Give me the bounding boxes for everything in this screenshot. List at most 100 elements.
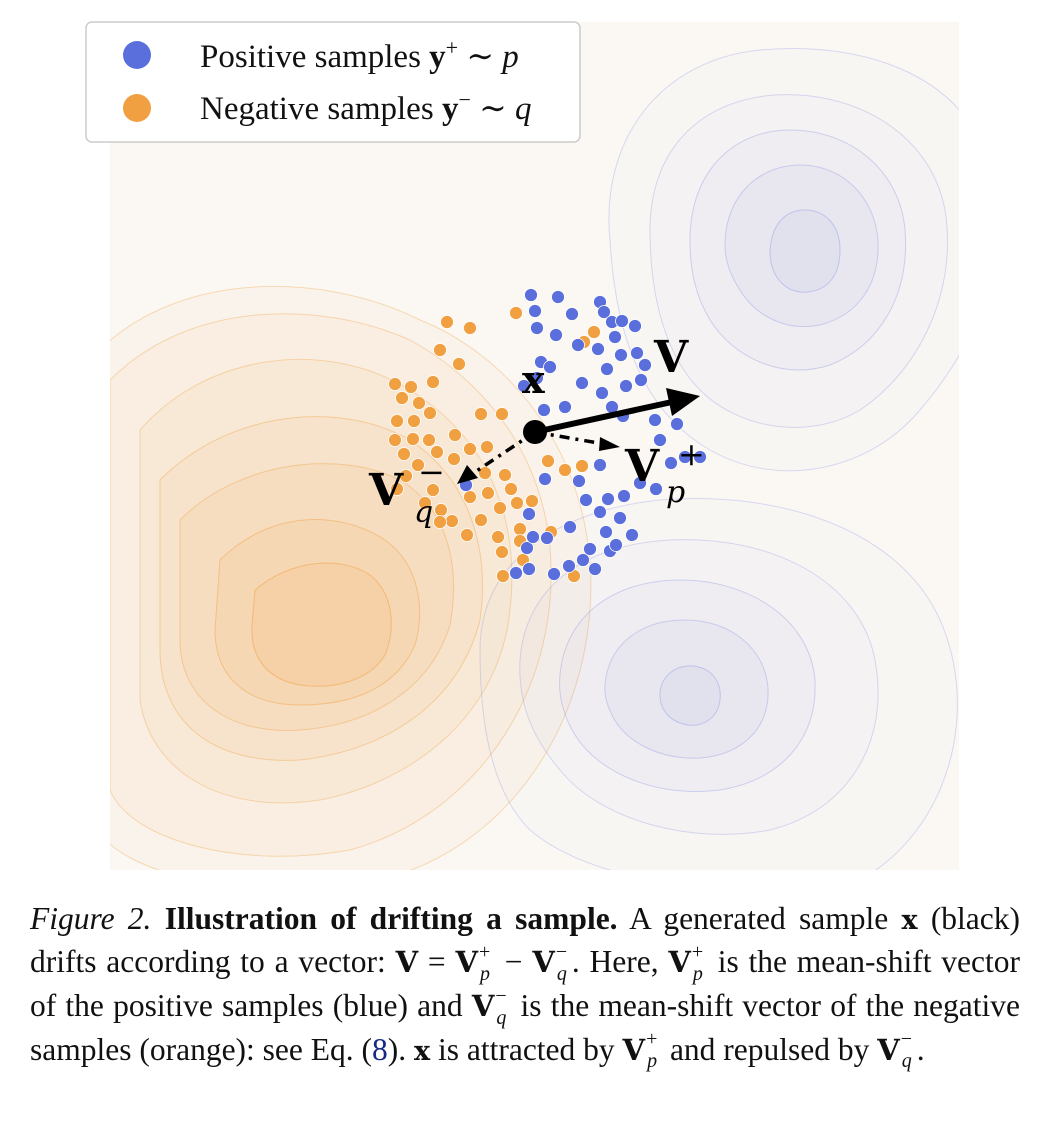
negative-sample-point xyxy=(399,469,413,483)
positive-sample-point xyxy=(693,450,707,464)
positive-sample-point xyxy=(538,472,552,486)
negative-sample-point xyxy=(426,375,440,389)
label-vp-sub: p xyxy=(666,475,685,510)
negative-sample-point xyxy=(463,321,477,335)
positive-sample-point xyxy=(599,525,613,539)
positive-sample-point xyxy=(648,413,662,427)
positive-sample-point xyxy=(613,511,627,525)
generated-sample-x xyxy=(523,420,547,444)
negative-sample-point xyxy=(390,414,404,428)
positive-sample-point xyxy=(520,541,534,555)
positive-sample-point xyxy=(551,290,565,304)
negative-sample-point xyxy=(474,513,488,527)
caption-text-8: and repulsed by xyxy=(669,1031,870,1067)
label-v: V xyxy=(653,332,689,383)
label-vq-sub: q xyxy=(414,495,433,530)
positive-sample-point xyxy=(593,505,607,519)
figure-caption: Figure 2. Illustration of drifting a sam… xyxy=(30,898,1020,1072)
drift-vectors xyxy=(457,388,700,484)
positive-sample-point xyxy=(614,348,628,362)
negative-sample-point xyxy=(478,466,492,480)
negative-sample-point xyxy=(498,468,512,482)
negative-sample-point xyxy=(404,380,418,394)
vector-vp-arrowhead xyxy=(599,437,620,451)
negative-sample-point xyxy=(481,486,495,500)
label-x: x xyxy=(522,357,545,402)
negative-sample-point xyxy=(388,433,402,447)
caption-text-2: (black) drifts according to a vector: xyxy=(30,901,1021,979)
negative-sample-point xyxy=(452,357,466,371)
negative-sample-point xyxy=(495,407,509,421)
positive-sample-point xyxy=(638,358,652,372)
positive-sample-point xyxy=(517,379,531,393)
positive-sample-point xyxy=(563,520,577,534)
legend: Positive samples y+ ∼ p Negative samples… xyxy=(85,21,581,143)
positive-sample-point xyxy=(530,371,544,385)
legend-label-positive: Positive samples y+ ∼ p xyxy=(200,35,519,75)
positive-sample-point xyxy=(608,330,622,344)
positive-sample-point xyxy=(653,433,667,447)
positive-sample-point xyxy=(628,319,642,333)
legend-marker-negative xyxy=(123,94,151,122)
positive-sample-point xyxy=(522,507,536,521)
positive-sample-point xyxy=(530,321,544,335)
negative-sample-point xyxy=(541,454,555,468)
math-vq-2: V − q xyxy=(877,1028,913,1073)
equation-link[interactable]: 8 xyxy=(372,1031,388,1067)
caption-text-5: is the mean-shift vector of the negative… xyxy=(30,987,1021,1067)
negative-sample-point xyxy=(496,569,510,583)
negative-sample-point xyxy=(406,432,420,446)
negative-sample-point xyxy=(395,391,409,405)
positive-sample-point xyxy=(565,307,579,321)
negative-sample-point xyxy=(448,428,462,442)
negative-sample-point xyxy=(509,306,523,320)
caption-text-3: . Here, xyxy=(571,944,659,979)
negative-samples xyxy=(388,306,601,583)
positive-sample-point xyxy=(526,530,540,544)
negative-sample-point xyxy=(434,503,448,517)
positive-sample-point xyxy=(593,458,607,472)
negative-sample-point xyxy=(411,458,425,472)
math-vp-2: V + p xyxy=(622,1028,658,1073)
negative-sample-point xyxy=(426,483,440,497)
positive-sample-point xyxy=(617,489,631,503)
vector-labels: x V V + p V − q xyxy=(368,332,705,530)
positive-sample-point xyxy=(571,338,585,352)
positive-sample-point xyxy=(575,376,589,390)
positive-sample-point xyxy=(595,386,609,400)
negative-sample-point xyxy=(525,494,539,508)
positive-sample-point xyxy=(633,476,647,490)
negative-sample-point xyxy=(493,501,507,515)
figure: x V V + p V − q Positive samples y+ ∼ p … xyxy=(85,21,959,870)
negative-sample-point xyxy=(463,490,477,504)
label-vp: V xyxy=(624,441,660,492)
positive-sample-point xyxy=(678,450,692,464)
caption-text-4: is the mean-shift vector of the positive… xyxy=(30,944,1021,1023)
negative-sample-point xyxy=(430,445,444,459)
math-x: x xyxy=(901,905,918,936)
positive-sample-point xyxy=(576,553,590,567)
negative-sample-point xyxy=(474,407,488,421)
negative-sample-point xyxy=(418,496,432,510)
positive-sample-point xyxy=(572,474,586,488)
positive-sample-point xyxy=(558,400,572,414)
positive-sample-point xyxy=(619,379,633,393)
positive-density-contours-upper xyxy=(608,48,959,472)
negative-sample-point xyxy=(510,496,524,510)
math-vq: V − q xyxy=(471,984,507,1029)
caption-text-9: . xyxy=(916,1031,925,1067)
positive-sample-point xyxy=(509,566,523,580)
math-equation: V = V + p − V − q xyxy=(395,940,568,985)
positive-sample-point xyxy=(547,567,561,581)
positive-sample-point xyxy=(601,492,615,506)
positive-sample-point xyxy=(615,314,629,328)
positive-sample-point xyxy=(522,562,536,576)
positive-sample-point xyxy=(549,328,563,342)
caption-text-6: ). xyxy=(387,1031,407,1067)
positive-sample-point xyxy=(670,417,684,431)
negative-sample-point xyxy=(423,406,437,420)
positive-sample-point xyxy=(583,542,597,556)
legend-marker-positive xyxy=(123,41,151,69)
negative-sample-point xyxy=(447,452,461,466)
negative-sample-point xyxy=(575,459,589,473)
